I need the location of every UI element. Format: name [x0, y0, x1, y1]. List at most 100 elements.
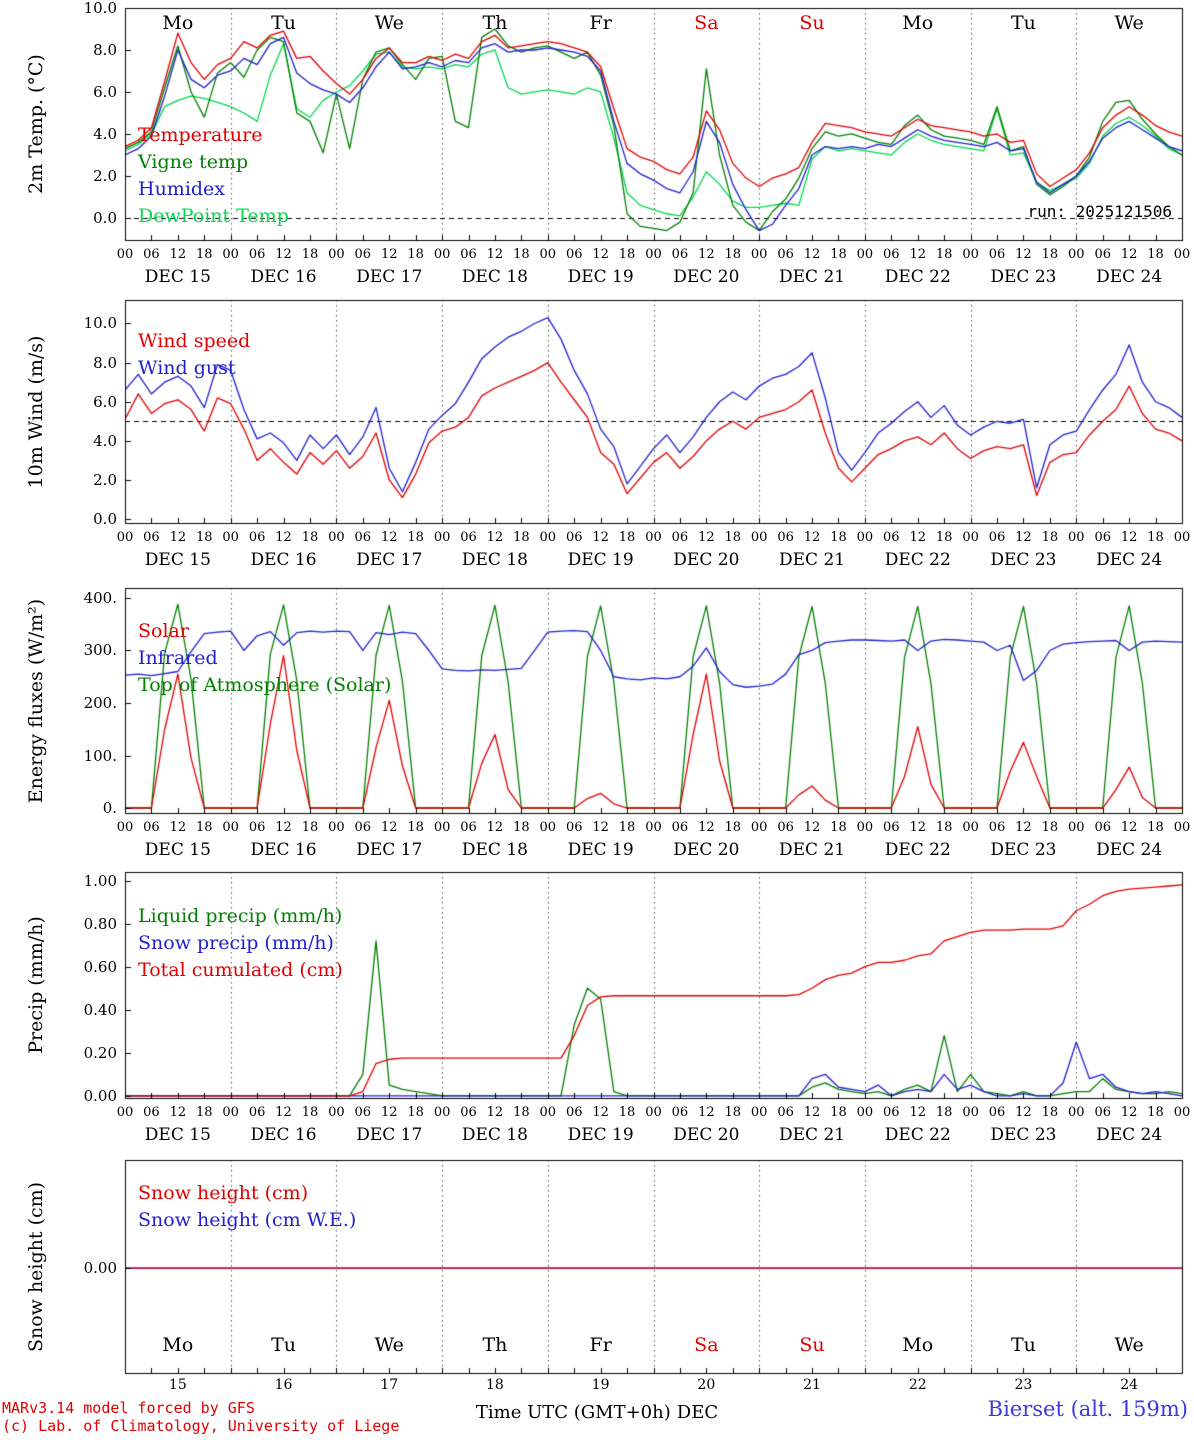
y-axis-title: 10m Wind (m/s)	[25, 335, 47, 488]
hour-tick-label: 06	[777, 1105, 794, 1120]
day-name-bottom: Fr	[589, 1334, 612, 1356]
day-name-top: Su	[799, 12, 825, 34]
time-axis-caption: Time UTC (GMT+0h) DEC	[476, 1402, 718, 1423]
hour-tick-label: 12	[698, 247, 715, 262]
hour-tick-label: 00	[856, 247, 874, 262]
hour-tick-label: 18	[195, 1105, 213, 1120]
hour-tick-label: 00	[222, 530, 239, 545]
hour-tick-label: 12	[1120, 247, 1138, 262]
legend-entry: Total cumulated (cm)	[138, 959, 343, 981]
hour-tick-label: 18	[1147, 247, 1164, 262]
hour-tick-label: 12	[592, 247, 609, 262]
date-label: DEC 18	[461, 1125, 528, 1145]
y-tick-label: 0.00	[83, 1259, 117, 1278]
hour-tick-label: 06	[460, 820, 477, 835]
hour-tick-label: 00	[645, 1105, 662, 1120]
date-label: DEC 15	[144, 1125, 211, 1145]
date-label: DEC 17	[356, 267, 423, 287]
y-tick-label: 1.00	[83, 871, 117, 890]
date-label: DEC 22	[884, 550, 951, 570]
hour-tick-label: 00	[433, 1105, 451, 1120]
hour-tick-label: 06	[883, 1105, 900, 1120]
hour-tick-label: 00	[539, 1105, 557, 1120]
lab-credit-line: (c) Lab. of Climatology, University of L…	[2, 1417, 400, 1435]
hour-tick-label: 06	[883, 247, 900, 262]
hour-tick-label: 06	[671, 820, 689, 835]
hour-tick-label: 18	[513, 530, 530, 545]
hour-tick-label: 18	[830, 1105, 847, 1120]
hour-tick-label: 12	[169, 530, 187, 545]
hour-tick-label: 00	[962, 1105, 979, 1120]
hour-tick-label: 06	[354, 247, 372, 262]
hour-tick-label: 12	[698, 1105, 715, 1120]
hour-tick-label: 18	[195, 530, 213, 545]
hour-tick-label: 12	[803, 247, 821, 262]
date-label: DEC 15	[144, 840, 211, 860]
hour-tick-label: 18	[407, 820, 424, 835]
day-name-bottom: Sa	[694, 1334, 719, 1356]
hour-tick-label: 12	[380, 820, 398, 835]
hour-tick-label: 00	[1173, 247, 1191, 262]
hour-tick-label: 18	[830, 820, 847, 835]
y-tick-label: 6.0	[93, 392, 117, 411]
date-label: DEC 22	[884, 1125, 951, 1145]
y-tick-label: 8.0	[93, 353, 117, 372]
day-name-top: Tu	[271, 12, 297, 34]
hour-tick-label: 00	[856, 1105, 874, 1120]
date-label: DEC 20	[673, 550, 740, 570]
hour-tick-label: 00	[1173, 1105, 1191, 1120]
legend-entry: Snow precip (mm/h)	[138, 932, 334, 954]
day-name-bottom: Mo	[902, 1334, 934, 1356]
hour-tick-label: 12	[698, 820, 715, 835]
hour-tick-label: 12	[169, 247, 187, 262]
date-label: DEC 17	[356, 1125, 423, 1145]
day-name-bottom: Th	[482, 1334, 508, 1356]
hour-tick-label: 06	[354, 1105, 372, 1120]
hour-tick-label: 00	[750, 247, 768, 262]
hour-tick-label: 18	[195, 247, 213, 262]
date-label: DEC 16	[250, 1125, 317, 1145]
date-label: DEC 23	[990, 840, 1057, 860]
date-label: DEC 16	[250, 267, 317, 287]
hour-tick-label: 06	[143, 820, 160, 835]
date-label: DEC 15	[144, 550, 211, 570]
hour-tick-label: 00	[116, 530, 134, 545]
time-utc-label: Time UTC (GMT+0h)	[475, 1402, 671, 1423]
date-label: DEC 18	[461, 550, 528, 570]
hour-tick-label: 12	[275, 1105, 292, 1120]
hour-tick-label: 18	[1147, 820, 1164, 835]
hour-tick-label: 12	[592, 820, 609, 835]
hour-tick-label: 06	[671, 530, 689, 545]
legend-entry: Wind gust	[138, 357, 236, 379]
hour-tick-label: 06	[143, 1105, 160, 1120]
day-number: 19	[591, 1377, 610, 1393]
day-name-top: Sa	[694, 12, 719, 34]
date-label: DEC 18	[461, 840, 528, 860]
date-label: DEC 20	[673, 840, 740, 860]
date-label: DEC 20	[673, 1125, 740, 1145]
day-name-top: Tu	[1010, 12, 1036, 34]
day-name-top: Mo	[902, 12, 934, 34]
legend-entry: Infrared	[138, 647, 218, 669]
hour-tick-label: 18	[935, 247, 953, 262]
hour-tick-label: 12	[486, 247, 504, 262]
hour-tick-label: 12	[1015, 247, 1032, 262]
hour-tick-label: 12	[486, 820, 504, 835]
y-tick-label: 400.	[83, 588, 117, 607]
date-label: DEC 19	[567, 267, 634, 287]
footer-credits: MARv3.14 model forced by GFS (c) Lab. of…	[2, 1399, 399, 1435]
date-label: DEC 15	[144, 267, 211, 287]
date-label: DEC 21	[779, 550, 846, 570]
legend-entry: Solar	[138, 620, 189, 642]
date-label: DEC 21	[779, 267, 846, 287]
day-name-top: Fr	[589, 12, 612, 34]
hour-tick-label: 18	[935, 1105, 953, 1120]
date-label: DEC 19	[567, 840, 634, 860]
hour-tick-label: 18	[935, 820, 953, 835]
hour-tick-label: 06	[565, 247, 583, 262]
hour-tick-label: 18	[830, 530, 847, 545]
y-tick-label: 300.	[83, 641, 117, 660]
hour-tick-label: 00	[962, 530, 979, 545]
hour-tick-label: 18	[513, 820, 530, 835]
